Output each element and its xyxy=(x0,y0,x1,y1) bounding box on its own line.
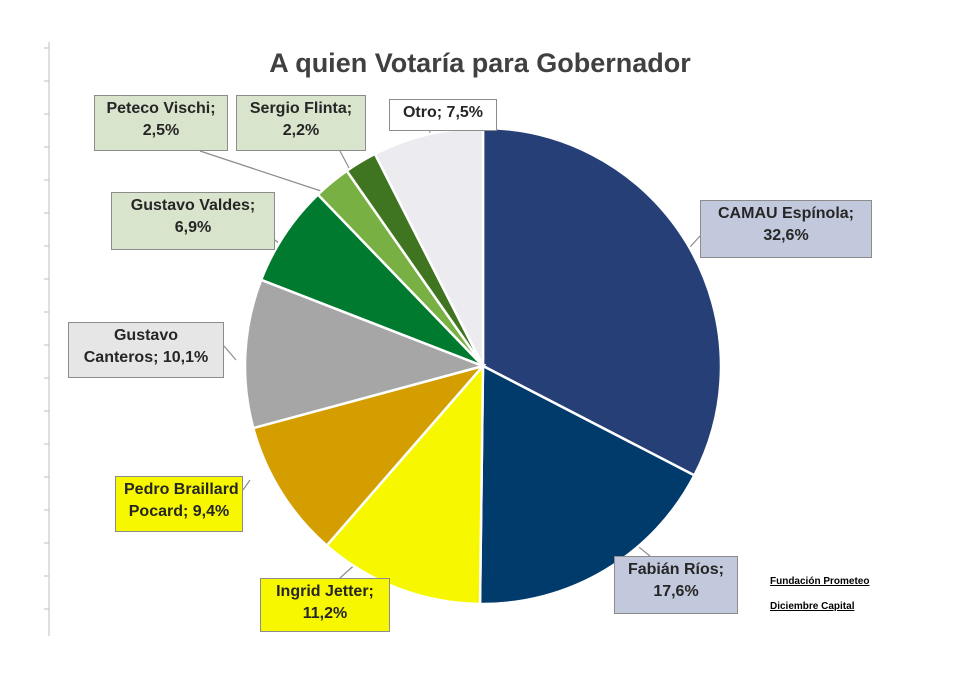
slice-data-label: Otro; 7,5% xyxy=(389,99,497,131)
slice-label-name: Fabián Ríos; xyxy=(627,561,724,578)
pie-slice xyxy=(259,192,484,368)
leader-line xyxy=(242,479,251,491)
slice-label-name: Sergio Flinta; xyxy=(249,100,353,117)
pie-slices xyxy=(243,126,723,606)
slice-data-label: Sergio Flinta; 2,2% xyxy=(236,95,366,151)
leader-line xyxy=(689,235,701,248)
slice-label-name: Gustavo xyxy=(113,327,178,344)
slice-data-label: Gustavo Canteros; 10,1% xyxy=(68,322,224,378)
slice-label-value: 17,6% xyxy=(653,583,699,600)
pie-slice xyxy=(481,126,723,478)
source-note-date: Diciembre Capital xyxy=(770,601,855,612)
pie-slice xyxy=(243,278,488,430)
slice-label-value: 7,5% xyxy=(446,104,484,121)
slice-label-name: Peteco Vischi; xyxy=(106,100,216,117)
slice-label-value: 2,2% xyxy=(282,122,320,139)
chart-title: A quien Votaría para Gobernador xyxy=(269,48,691,78)
slice-data-label: Gustavo Valdes; 6,9% xyxy=(111,192,275,250)
slice-label-value: Canteros; 10,1% xyxy=(83,349,209,366)
slice-label-value: 2,5% xyxy=(142,122,180,139)
slice-label-value: 32,6% xyxy=(763,227,809,244)
source-note-foundation: Fundación Prometeo xyxy=(770,576,870,587)
pie-slice xyxy=(478,363,697,606)
slice-label-value: 6,9% xyxy=(174,219,212,236)
slice-label-name: Pedro Braillard xyxy=(124,481,239,498)
slice-data-label: Fabián Ríos; 17,6% xyxy=(614,556,738,614)
pie-slice xyxy=(251,363,487,548)
left-axis-stub xyxy=(44,42,50,636)
slice-data-label: CAMAU Espínola; 32,6% xyxy=(700,200,872,258)
leader-line xyxy=(223,345,237,361)
slice-data-label: Ingrid Jetter; 11,2% xyxy=(260,578,390,632)
slice-label-name: Ingrid Jetter; xyxy=(276,583,374,600)
slice-label-name: Otro; xyxy=(402,104,443,121)
pie-slice xyxy=(324,362,485,606)
slice-label-value: 11,2% xyxy=(302,605,348,622)
slice-label-value: Pocard; 9,4% xyxy=(128,503,230,520)
slice-data-label: Pedro Braillard Pocard; 9,4% xyxy=(115,476,243,532)
leader-line xyxy=(199,150,331,195)
slice-label-name: Gustavo Valdes; xyxy=(130,197,256,214)
slice-data-label: Peteco Vischi; 2,5% xyxy=(94,95,228,151)
slice-label-name: CAMAU Espínola; xyxy=(718,205,854,222)
